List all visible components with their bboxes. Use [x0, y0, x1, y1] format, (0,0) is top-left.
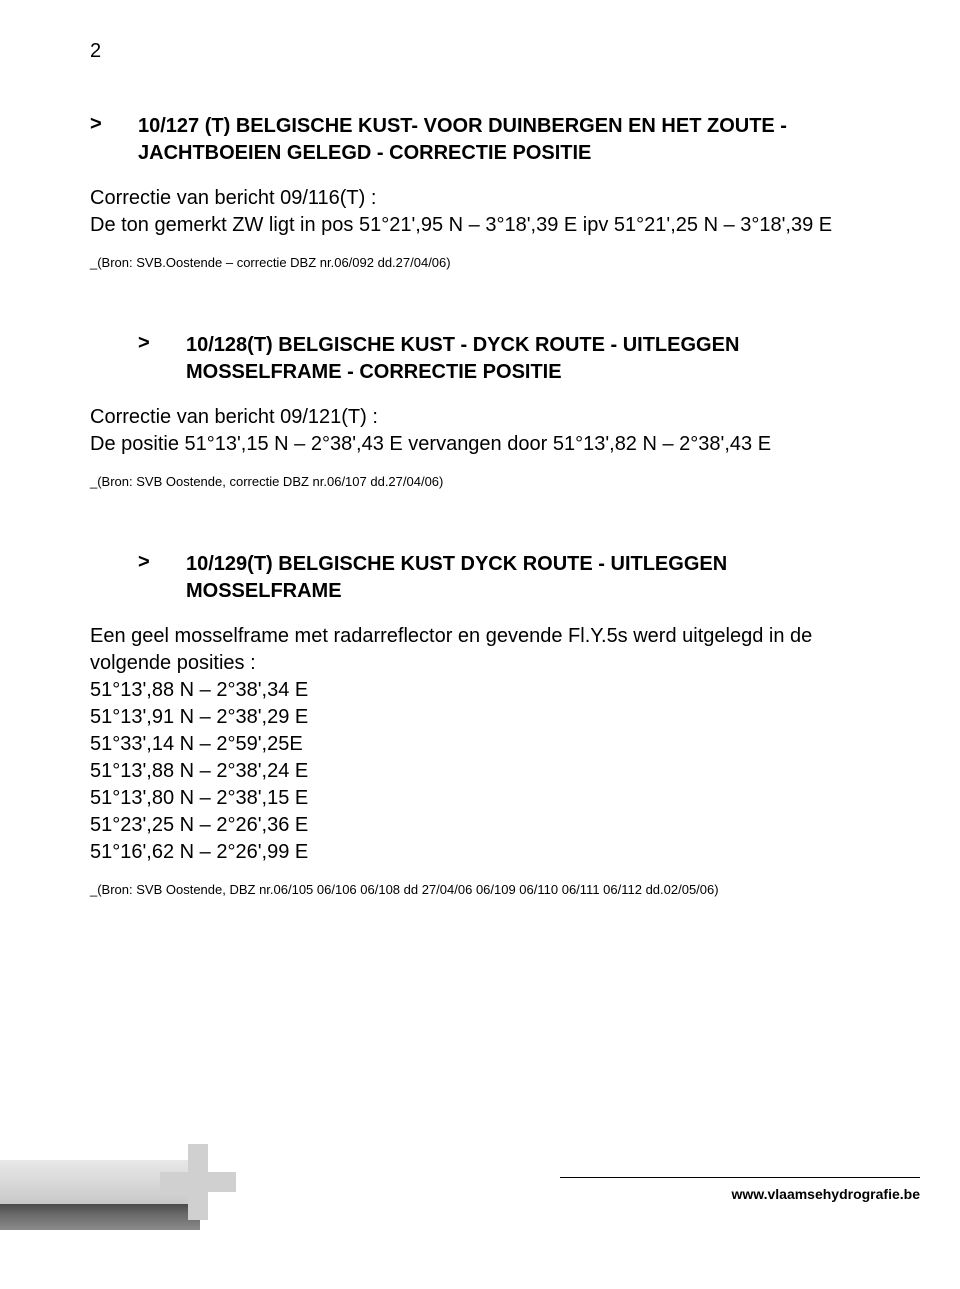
- plus-icon: [160, 1144, 236, 1220]
- notice: >10/129(T) BELGISCHE KUST DYCK ROUTE - U…: [90, 551, 870, 899]
- notice-source: _(Bron: SVB.Oostende – correctie DBZ nr.…: [90, 255, 870, 272]
- chevron-right-icon: >: [138, 332, 186, 355]
- notice-title: 10/128(T) BELGISCHE KUST - DYCK ROUTE - …: [186, 332, 870, 386]
- footer-url: www.vlaamsehydrografie.be: [731, 1186, 920, 1202]
- notice: >10/128(T) BELGISCHE KUST - DYCK ROUTE -…: [90, 332, 870, 491]
- notice-body: Correctie van bericht 09/121(T) : De pos…: [90, 404, 870, 458]
- document-page: 2 >10/127 (T) BELGISCHE KUST- VOOR DUINB…: [0, 0, 960, 1230]
- notice-title: 10/129(T) BELGISCHE KUST DYCK ROUTE - UI…: [186, 551, 870, 605]
- notice-title-row: >10/127 (T) BELGISCHE KUST- VOOR DUINBER…: [90, 113, 870, 167]
- notice-title-row: >10/129(T) BELGISCHE KUST DYCK ROUTE - U…: [90, 551, 870, 605]
- chevron-right-icon: >: [90, 113, 138, 136]
- page-number: 2: [90, 40, 870, 63]
- chevron-right-icon: >: [138, 551, 186, 574]
- notice-title: 10/127 (T) BELGISCHE KUST- VOOR DUINBERG…: [138, 113, 870, 167]
- notice-source: _(Bron: SVB Oostende, DBZ nr.06/105 06/1…: [90, 882, 870, 899]
- notice-body: Een geel mosselframe met radarreflector …: [90, 623, 870, 866]
- notice-body: Correctie van bericht 09/116(T) : De ton…: [90, 185, 870, 239]
- notice: >10/127 (T) BELGISCHE KUST- VOOR DUINBER…: [90, 113, 870, 272]
- notices-container: >10/127 (T) BELGISCHE KUST- VOOR DUINBER…: [90, 113, 870, 899]
- footer-divider: [560, 1177, 920, 1178]
- notice-source: _(Bron: SVB Oostende, correctie DBZ nr.0…: [90, 474, 870, 491]
- page-footer: www.vlaamsehydrografie.be: [0, 1140, 960, 1230]
- notice-title-row: >10/128(T) BELGISCHE KUST - DYCK ROUTE -…: [90, 332, 870, 386]
